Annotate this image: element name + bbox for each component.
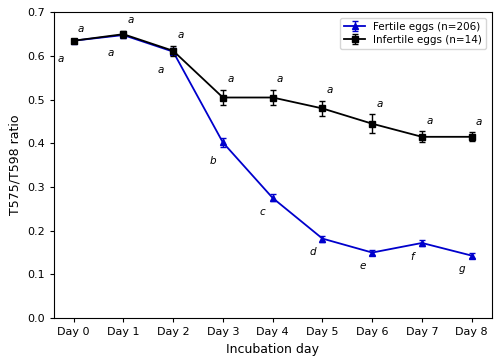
Text: c: c (260, 207, 266, 217)
Text: a: a (326, 85, 333, 95)
Text: a: a (128, 15, 134, 25)
Text: a: a (227, 74, 234, 84)
Legend: Fertile eggs (n=206), Infertile eggs (n=14): Fertile eggs (n=206), Infertile eggs (n=… (340, 17, 486, 49)
Text: e: e (359, 261, 366, 271)
Text: a: a (158, 65, 164, 75)
X-axis label: Incubation day: Incubation day (226, 343, 319, 356)
Text: a: a (78, 24, 84, 34)
Text: a: a (277, 74, 283, 84)
Text: a: a (376, 99, 383, 109)
Text: a: a (108, 48, 114, 58)
Y-axis label: T575/T598 ratio: T575/T598 ratio (8, 115, 22, 215)
Text: a: a (178, 30, 184, 40)
Text: d: d (309, 247, 316, 257)
Text: a: a (426, 116, 432, 126)
Text: f: f (410, 252, 414, 262)
Text: a: a (58, 54, 64, 64)
Text: a: a (476, 117, 482, 127)
Text: g: g (458, 264, 465, 274)
Text: b: b (210, 155, 216, 166)
